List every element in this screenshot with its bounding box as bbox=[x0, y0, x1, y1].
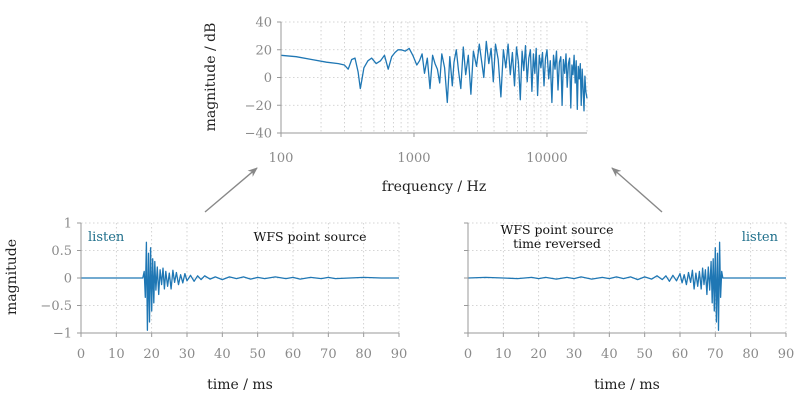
y-tick-label: −40 bbox=[245, 127, 272, 142]
y-tick-label: 40 bbox=[255, 16, 272, 31]
spectrum-series-line bbox=[280, 40, 588, 112]
x-tick-label: 80 bbox=[355, 347, 372, 362]
y-tick-label: −1 bbox=[53, 327, 72, 342]
y-tick-label: −0.5 bbox=[40, 299, 72, 314]
ir-left-series bbox=[81, 241, 399, 331]
ir-left-x-label: time / ms bbox=[207, 377, 273, 393]
spectrum-y-label: magnitude / dB bbox=[203, 23, 219, 132]
y-tick-label: 20 bbox=[255, 43, 272, 58]
x-tick-label: 20 bbox=[530, 347, 547, 362]
x-tick-label: 20 bbox=[143, 347, 160, 362]
arrow-right-to-spectrum bbox=[611, 167, 663, 213]
ir-left-series-line bbox=[81, 241, 399, 331]
spectrum-series bbox=[280, 40, 588, 112]
ir-left-tick-labels: 0 10 20 30 40 50 60 70 80 90 −1 −0.5 0 0.5 1 bbox=[40, 217, 407, 363]
ir-right-tick-labels: 0 10 20 30 40 50 60 70 80 90 bbox=[464, 347, 794, 362]
ir-right-axes bbox=[464, 222, 787, 337]
x-tick-label: 90 bbox=[778, 347, 795, 362]
x-tick-label: 1000 bbox=[397, 151, 430, 166]
spectrum-grid bbox=[280, 21, 588, 134]
ir-right-chart: 0 10 20 30 40 50 60 70 80 90 listen WFS point sou… bbox=[464, 222, 794, 393]
ir-right-series-line bbox=[467, 241, 786, 331]
x-tick-label: 40 bbox=[601, 347, 618, 362]
x-tick-label: 10 bbox=[108, 347, 125, 362]
ir-right-title: WFS point source bbox=[501, 222, 614, 237]
ir-left-listen-link[interactable]: listen bbox=[88, 230, 125, 245]
x-tick-label: 0 bbox=[77, 347, 85, 362]
ir-right-listen-link[interactable]: listen bbox=[742, 230, 779, 245]
x-tick-label: 60 bbox=[672, 347, 689, 362]
x-tick-label: 30 bbox=[179, 347, 196, 362]
spectrum-tick-labels: 100 1000 10000 −40 −20 0 20 40 bbox=[245, 16, 568, 167]
x-tick-label: 70 bbox=[707, 347, 724, 362]
x-tick-label: 90 bbox=[391, 347, 408, 362]
spectrum-x-label: frequency / Hz bbox=[382, 179, 486, 195]
x-tick-label: 50 bbox=[249, 347, 266, 362]
y-tick-label: 0 bbox=[264, 71, 272, 86]
y-tick-label: 0 bbox=[64, 272, 72, 287]
y-tick-label: 1 bbox=[64, 217, 72, 232]
x-tick-label: 100 bbox=[269, 151, 294, 166]
ir-right-subtitle: time reversed bbox=[513, 236, 601, 251]
x-tick-label: 70 bbox=[320, 347, 337, 362]
x-tick-label: 10000 bbox=[526, 151, 567, 166]
x-tick-label: 0 bbox=[464, 347, 472, 362]
ir-left-title: WFS point source bbox=[254, 229, 367, 244]
ir-left-axes bbox=[77, 222, 400, 337]
x-tick-label: 50 bbox=[636, 347, 653, 362]
spectrum-axes bbox=[277, 21, 587, 137]
x-tick-label: 80 bbox=[742, 347, 759, 362]
ir-left-chart: 0 10 20 30 40 50 60 70 80 90 −1 −0.5 0 0.5 1 listen WF… bbox=[4, 217, 407, 394]
spectrum-chart: 100 1000 10000 −40 −20 0 20 40 frequency / Hz m… bbox=[203, 16, 588, 195]
y-tick-label: −20 bbox=[245, 99, 272, 114]
x-tick-label: 30 bbox=[566, 347, 583, 362]
y-tick-label: 0.5 bbox=[51, 244, 72, 259]
arrow-left-to-spectrum bbox=[204, 167, 258, 213]
ir-right-x-label: time / ms bbox=[594, 377, 660, 393]
x-tick-label: 40 bbox=[214, 347, 231, 362]
ir-right-series bbox=[467, 241, 786, 331]
ir-left-y-label: magnitude bbox=[4, 239, 20, 315]
x-tick-label: 60 bbox=[285, 347, 302, 362]
x-tick-label: 10 bbox=[495, 347, 512, 362]
